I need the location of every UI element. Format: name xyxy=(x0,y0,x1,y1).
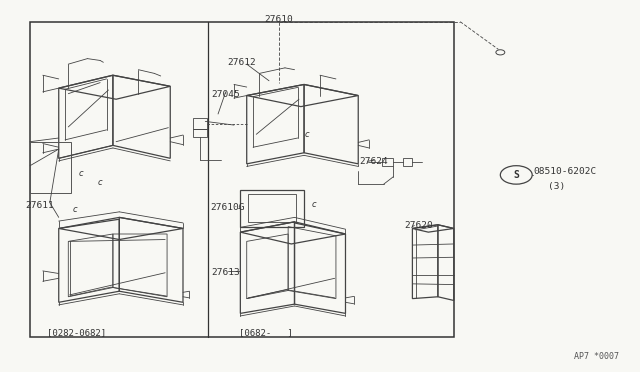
Text: S: S xyxy=(513,170,519,180)
Bar xyxy=(30,142,72,193)
Text: AP7 *0007: AP7 *0007 xyxy=(575,352,620,361)
Text: 08510-6202C: 08510-6202C xyxy=(534,167,596,176)
Text: c: c xyxy=(79,169,83,177)
Bar xyxy=(241,190,304,227)
Bar xyxy=(248,194,296,222)
Text: [0682-   ]: [0682- ] xyxy=(239,328,292,337)
Text: 27612: 27612 xyxy=(228,58,257,67)
Text: c: c xyxy=(305,130,310,139)
Text: 27610G: 27610G xyxy=(211,203,245,212)
Text: 27624: 27624 xyxy=(360,157,388,166)
Bar xyxy=(193,118,207,129)
Text: [0282-0682]: [0282-0682] xyxy=(47,328,106,337)
Text: c: c xyxy=(98,178,102,187)
Text: (3): (3) xyxy=(548,182,565,191)
Text: c: c xyxy=(311,200,316,209)
Text: 27610: 27610 xyxy=(264,15,293,23)
Bar xyxy=(30,22,454,337)
Bar xyxy=(403,158,412,166)
Text: 27611: 27611 xyxy=(26,201,54,210)
Text: c: c xyxy=(72,205,77,215)
Bar xyxy=(382,158,394,166)
Text: 27620: 27620 xyxy=(404,221,433,230)
Text: 27045: 27045 xyxy=(212,90,241,99)
Text: 27613: 27613 xyxy=(212,267,241,276)
Bar xyxy=(193,129,207,137)
